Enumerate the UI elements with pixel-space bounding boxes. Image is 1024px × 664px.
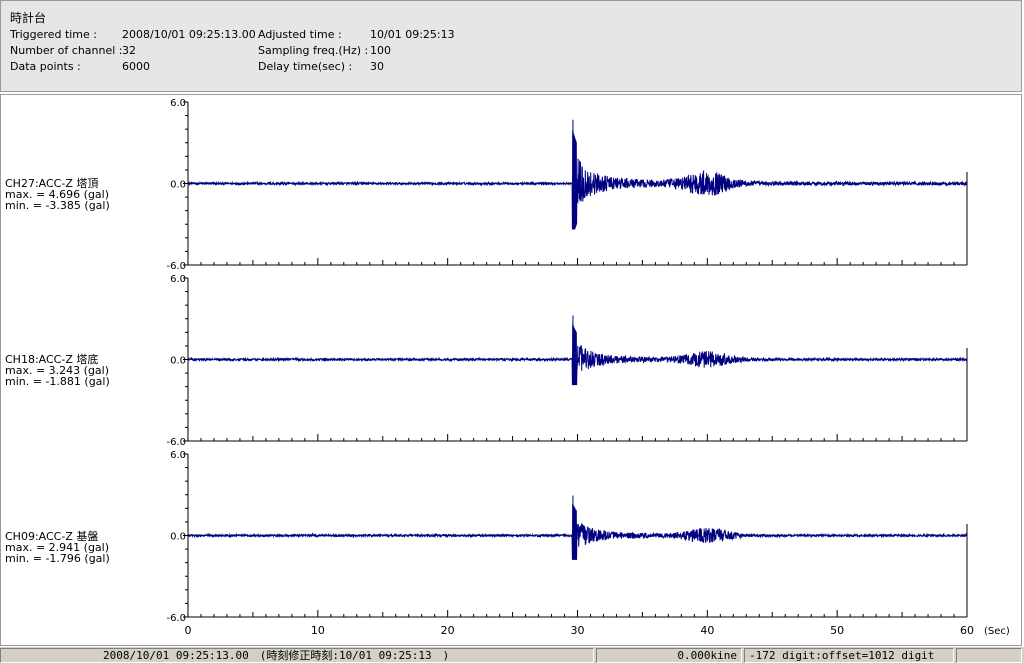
y-tick-label: 0.0 <box>170 356 186 367</box>
data-points-value: 6000 <box>122 60 150 73</box>
delay-time-label: Delay time(sec) : <box>258 60 353 73</box>
y-tick-label: -6.0 <box>166 261 186 272</box>
channel-max: max. = 2.941 (gal) <box>5 541 110 554</box>
y-tick-label: 6.0 <box>170 450 186 461</box>
x-tick-label: 10 <box>311 624 325 637</box>
y-tick-label: -6.0 <box>166 437 186 448</box>
x-unit-label: (Sec) <box>984 626 1010 637</box>
x-tick-label: 60 <box>960 624 974 637</box>
channel-name: CH18:ACC-Z 塔底 <box>5 353 99 366</box>
triggered-time-value: 2008/10/01 09:25:13.00 <box>122 28 256 41</box>
channel-info-3: CH09:ACC-Z 基盤 max. = 2.941 (gal) min. = … <box>5 531 110 564</box>
x-tick-label: 40 <box>700 624 714 637</box>
channel-name: CH09:ACC-Z 基盤 <box>5 530 99 543</box>
y-tick-label: 0.0 <box>170 180 186 191</box>
status-time: 2008/10/01 09:25:13.00 (時刻修正時刻:10/01 09:… <box>0 648 594 663</box>
channel-min: min. = -1.796 (gal) <box>5 552 110 565</box>
waveform-chart: 6.00.0-6.06.00.0-6.06.00.0-6.00 10 20 30 40 5… <box>166 98 1010 637</box>
data-points-label: Data points : <box>10 60 81 73</box>
channel-name: CH27:ACC-Z 塔頂 <box>5 177 99 190</box>
x-tick-label: 30 <box>571 624 585 637</box>
adjusted-time-label: Adjusted time : <box>258 28 342 41</box>
delay-time-value: 30 <box>370 60 384 73</box>
status-velocity: 0.000kine <box>596 648 742 663</box>
adjusted-time-value: 10/01 09:25:13 <box>370 28 455 41</box>
channel-min: min. = -1.881 (gal) <box>5 375 110 388</box>
x-tick-label: 20 <box>441 624 455 637</box>
sampling-freq-value: 100 <box>370 44 391 57</box>
channel-info-1: CH27:ACC-Z 塔頂 max. = 4.696 (gal) min. = … <box>5 178 110 211</box>
waveform-trace <box>187 324 968 386</box>
header-panel: 時計台 Triggered time : 2008/10/01 09:25:13… <box>0 0 1022 92</box>
status-extra <box>956 648 1022 663</box>
channel-max: max. = 3.243 (gal) <box>5 364 110 377</box>
channel-info-2: CH18:ACC-Z 塔底 max. = 3.243 (gal) min. = … <box>5 354 110 387</box>
x-tick-label: 50 <box>830 624 844 637</box>
y-tick-label: -6.0 <box>166 613 186 624</box>
channel-count-value: 32 <box>122 44 136 57</box>
status-digit: -172 digit:offset=1012 digit <box>744 648 954 663</box>
y-tick-label: 6.0 <box>170 274 186 285</box>
status-bar: 2008/10/01 09:25:13.00 (時刻修正時刻:10/01 09:… <box>0 647 1024 664</box>
waveform-plot-area[interactable]: 6.0 0.0 -6.0 6.0 0.0 -6.0 6.0 0.0 -6.0 0 10 20 30 40 5… <box>0 94 1022 646</box>
channel-max: max. = 4.696 (gal) <box>5 188 110 201</box>
y-tick-label: 0.0 <box>170 532 186 543</box>
channel-min: min. = -3.385 (gal) <box>5 199 110 212</box>
triggered-time-label: Triggered time : <box>10 28 97 41</box>
waveform-trace <box>187 503 968 560</box>
channel-count-label: Number of channel : <box>10 44 123 57</box>
station-title: 時計台 <box>10 11 47 25</box>
waveform-trace <box>187 130 968 230</box>
sampling-freq-label: Sampling freq.(Hz) : <box>258 44 369 57</box>
y-tick-label: 6.0 <box>170 98 186 109</box>
x-tick-label: 0 <box>185 624 192 637</box>
